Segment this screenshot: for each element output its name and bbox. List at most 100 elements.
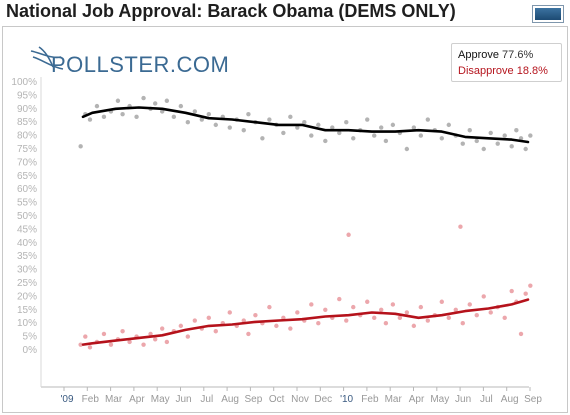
disapprove-poll-point bbox=[446, 315, 451, 321]
approve-trend-line bbox=[81, 106, 530, 144]
disapprove-poll-point bbox=[390, 302, 396, 307]
approve-poll-point bbox=[316, 122, 321, 128]
disapprove-poll-point bbox=[528, 283, 533, 288]
disapprove-poll-point bbox=[523, 291, 528, 296]
chart-frame: POLLSTER.COM 0% 5% 10% 15% 20% 25% 30% 35% 40% 45… bbox=[2, 26, 568, 413]
approve-poll-point bbox=[418, 133, 424, 138]
disapprove-poll-point bbox=[518, 331, 524, 337]
disapprove-poll-point bbox=[502, 315, 507, 321]
x-tick-label: Mar bbox=[105, 394, 123, 405]
chart-plot: POLLSTER.COM 0% 5% 10% 15% 20% 25% 30% 35% 40% 45… bbox=[11, 46, 542, 405]
disapprove-poll-point bbox=[365, 299, 370, 304]
disapprove-poll-point bbox=[346, 232, 351, 237]
approve-poll-point bbox=[227, 125, 232, 130]
x-tick-label: Dec bbox=[314, 394, 332, 405]
approve-poll-point bbox=[351, 136, 356, 141]
x-tick-label: Aug bbox=[221, 394, 239, 405]
approve-poll-point bbox=[323, 138, 328, 144]
approve-poll-point bbox=[523, 146, 528, 152]
x-tick-label: May bbox=[151, 394, 170, 405]
disapprove-poll-point bbox=[192, 318, 198, 323]
logo-swoosh-mid bbox=[32, 56, 64, 70]
y-tick-label: 40% bbox=[17, 238, 37, 249]
approve-poll-point bbox=[78, 144, 83, 149]
x-tick-label: Nov bbox=[291, 394, 309, 405]
disapprove-poll-point bbox=[148, 331, 153, 337]
disapprove-poll-point bbox=[453, 307, 458, 312]
approve-poll-point bbox=[495, 141, 500, 146]
approve-poll-point bbox=[199, 117, 205, 122]
disapprove-poll-point bbox=[397, 315, 403, 321]
approve-poll-point bbox=[425, 117, 431, 122]
y-tick-label: 65% bbox=[17, 171, 37, 182]
x-tick-label: Jul bbox=[200, 394, 213, 405]
approve-poll-point bbox=[246, 111, 251, 117]
approve-poll-point bbox=[509, 144, 514, 149]
disapprove-poll-point bbox=[127, 339, 132, 345]
disapprove-poll-point bbox=[246, 331, 251, 337]
y-tick-label: 45% bbox=[17, 224, 37, 235]
disapprove-poll-point bbox=[404, 310, 410, 315]
approve-poll-point bbox=[134, 114, 139, 120]
y-tick-label: 85% bbox=[17, 117, 37, 128]
trend-lines bbox=[81, 106, 530, 346]
x-tick-label: Sep bbox=[245, 394, 263, 405]
disapprove-poll-point bbox=[458, 224, 463, 229]
y-tick-label: 25% bbox=[17, 278, 37, 289]
logo-swoosh-cross bbox=[38, 46, 54, 68]
disapprove-poll-point bbox=[83, 334, 88, 339]
disapprove-poll-point bbox=[488, 310, 493, 315]
disapprove-poll-point bbox=[351, 304, 356, 310]
y-tick-label: 80% bbox=[17, 131, 37, 142]
disapprove-poll-point bbox=[274, 323, 279, 329]
approve-poll-point bbox=[192, 109, 198, 114]
x-tick-label: Sep bbox=[524, 394, 542, 405]
disapprove-poll-point bbox=[425, 318, 431, 323]
approve-poll-point bbox=[481, 146, 486, 152]
approve-poll-point bbox=[404, 146, 410, 152]
approve-poll-point bbox=[267, 117, 272, 122]
x-tick-label: '09 bbox=[60, 394, 73, 405]
disapprove-poll-point bbox=[206, 315, 211, 321]
pollster-logo-text: POLLSTER.COM bbox=[51, 52, 229, 77]
y-tick-label: 30% bbox=[17, 265, 37, 276]
legend-approve-label: Approve bbox=[458, 49, 499, 61]
disapprove-poll-point bbox=[87, 345, 93, 350]
disapprove-poll-point bbox=[108, 342, 114, 347]
approve-poll-point bbox=[213, 122, 218, 128]
embed-button-fill bbox=[535, 8, 561, 20]
approve-poll-point bbox=[411, 125, 417, 130]
disapprove-poll-point bbox=[309, 302, 314, 307]
x-tick-label: Jun bbox=[175, 394, 191, 405]
embed-button[interactable] bbox=[532, 5, 564, 23]
legend-disapprove-value: 18.8% bbox=[516, 65, 548, 77]
x-tick-label: Feb bbox=[361, 394, 379, 405]
x-tick-label: '10 bbox=[340, 394, 353, 405]
disapprove-poll-point bbox=[383, 321, 389, 326]
x-tick-label: Apr bbox=[409, 394, 425, 405]
approve-poll-point bbox=[241, 128, 246, 133]
disapprove-poll-point bbox=[295, 310, 300, 315]
disapprove-poll-point bbox=[267, 304, 272, 310]
approve-poll-point bbox=[337, 130, 342, 136]
disapprove-poll-point bbox=[160, 326, 165, 331]
approve-poll-point bbox=[87, 117, 93, 122]
approve-poll-point bbox=[309, 133, 314, 138]
page-title: National Job Approval: Barack Obama (DEM… bbox=[6, 1, 456, 21]
disapprove-poll-point bbox=[337, 296, 342, 302]
y-tick-label: 95% bbox=[17, 90, 37, 101]
approve-poll-point bbox=[295, 125, 300, 130]
chart-legend: Approve 77.6% Disapprove 18.8% bbox=[451, 43, 562, 82]
disapprove-poll-point bbox=[509, 288, 514, 294]
approve-poll-point bbox=[178, 103, 184, 109]
logo-swoosh-top bbox=[30, 50, 62, 59]
x-tick-label: Jul bbox=[480, 394, 493, 405]
approve-poll-point bbox=[160, 109, 165, 114]
y-tick-label: 0% bbox=[23, 345, 38, 356]
disapprove-poll-point bbox=[120, 329, 125, 334]
disapprove-poll-point bbox=[153, 337, 158, 342]
approve-poll-point bbox=[281, 130, 286, 136]
legend-disapprove-label: Disapprove bbox=[458, 65, 514, 77]
x-tick-label: Mar bbox=[385, 394, 403, 405]
approve-poll-point bbox=[94, 103, 100, 109]
